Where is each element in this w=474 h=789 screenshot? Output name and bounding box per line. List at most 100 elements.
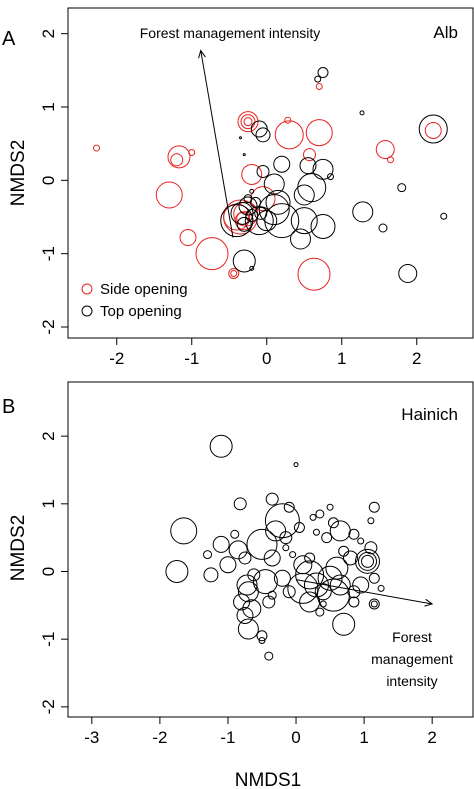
panel-a-point-series-0 bbox=[284, 116, 292, 124]
panel-b-arrowhead bbox=[424, 598, 434, 607]
panel-b-point-series-0 bbox=[273, 569, 291, 587]
panel-b-point-series-0 bbox=[282, 585, 296, 599]
panel-a-point-series-1 bbox=[359, 110, 365, 116]
panel-a-point-series-0 bbox=[93, 144, 100, 152]
panel-a-point-series-0 bbox=[179, 229, 197, 247]
panel-a-point-series-0 bbox=[424, 121, 442, 139]
legend-top-marker bbox=[81, 305, 93, 317]
panel-b-point-series-0 bbox=[264, 503, 300, 539]
panel-a-point-series-0 bbox=[188, 148, 196, 156]
panel-b-point-series-0 bbox=[242, 599, 262, 619]
panel-a-y-tick-label: 2 bbox=[39, 29, 58, 38]
panel-a-x-tick-label: 0 bbox=[262, 349, 271, 368]
legend-top-label: Top opening bbox=[100, 303, 182, 320]
panel-b-site-label: Hainich bbox=[401, 405, 458, 424]
panel-a-point-series-1 bbox=[239, 136, 242, 140]
panel-a-point-series-1 bbox=[249, 265, 255, 271]
panel-b-arrow-label-line3: intensity bbox=[386, 673, 437, 689]
panel-b-point-series-0 bbox=[377, 584, 385, 592]
panel-b-point-series-0 bbox=[315, 509, 325, 519]
panel-b-point-series-0 bbox=[304, 552, 316, 564]
panel-b-point-series-0 bbox=[309, 513, 317, 521]
panel-b-y-tick-label: 0 bbox=[39, 567, 58, 576]
panel-b-point-series-0 bbox=[252, 569, 278, 595]
panel-b-point-series-0 bbox=[282, 544, 290, 552]
panel-a-point-series-0 bbox=[155, 181, 183, 209]
panel-a-arrow bbox=[200, 50, 234, 238]
panel-b-point-series-0 bbox=[368, 501, 380, 513]
panel-b-arrow-label-line1: Forest bbox=[392, 629, 432, 645]
panel-a-point-series-1 bbox=[327, 173, 334, 181]
panel-a-point-series-1 bbox=[264, 203, 300, 239]
panel-b-point-series-0 bbox=[233, 497, 247, 511]
panel-a-point-series-1 bbox=[244, 206, 274, 236]
panel-b-point-series-0 bbox=[262, 595, 276, 609]
panel-b-x-tick-label: -2 bbox=[152, 728, 167, 747]
panel-b-points bbox=[165, 434, 385, 661]
panel-a-letter: A bbox=[2, 28, 16, 50]
panel-a-point-series-1 bbox=[293, 184, 315, 206]
panel-b-point-series-0 bbox=[256, 630, 268, 642]
panel-b-point-series-0 bbox=[265, 520, 287, 542]
panel-b-point-series-0 bbox=[264, 651, 274, 661]
panel-b-point-series-0 bbox=[368, 598, 380, 610]
panel-a-point-series-0 bbox=[230, 269, 238, 277]
panel-a-point-series-1 bbox=[220, 204, 254, 238]
panel-b-point-series-0 bbox=[370, 600, 378, 608]
panel-b-point-series-0 bbox=[342, 550, 358, 566]
panel-a-point-series-0 bbox=[228, 267, 240, 279]
panel-b-y-tick-label: -2 bbox=[39, 699, 58, 714]
panel-b-x-tick-label: 0 bbox=[291, 728, 300, 747]
panel-a-point-series-0 bbox=[303, 148, 316, 162]
panel-b-point-series-0 bbox=[236, 574, 258, 596]
panel-b-arrow-label-line2: management bbox=[371, 651, 453, 667]
panel-a-site-label: Alb bbox=[433, 23, 458, 42]
panel-b-point-series-0 bbox=[315, 607, 325, 617]
panel-a-point-series-0 bbox=[170, 153, 184, 167]
panel-b-x-tick-label: 2 bbox=[427, 728, 436, 747]
panel-a-y-tick-label: 1 bbox=[39, 102, 58, 111]
panel-b-point-series-0 bbox=[357, 537, 365, 545]
panel-b-point-series-0 bbox=[357, 551, 377, 571]
panel-b-point-series-0 bbox=[237, 618, 259, 640]
panel-a-point-series-1 bbox=[418, 114, 448, 144]
panel-b-point-series-0 bbox=[203, 567, 219, 583]
panel-a-point-series-1 bbox=[273, 155, 291, 173]
panel-a-y-ticks: -2 -1 0 1 2 bbox=[39, 29, 68, 335]
panel-b-arrow bbox=[295, 579, 433, 605]
panel-b-point-series-0 bbox=[347, 585, 361, 599]
panel-a-point-series-1 bbox=[242, 153, 246, 157]
panel-a-y-tick-label: -2 bbox=[39, 319, 58, 334]
panel-b-point-series-0 bbox=[203, 550, 213, 560]
panel-b-point-series-0 bbox=[279, 531, 293, 545]
panel-a-point-series-0 bbox=[297, 257, 331, 291]
panel-a-point-series-0 bbox=[243, 117, 253, 127]
panel-b-point-series-0 bbox=[209, 434, 233, 458]
panel-b-point-series-0 bbox=[236, 606, 254, 624]
panel-b-point-series-0 bbox=[258, 637, 266, 645]
panel-a-point-series-1 bbox=[310, 214, 336, 240]
panel-a-arrowhead bbox=[198, 49, 206, 59]
panel-b-x-ticks: -3 -2 -1 0 1 2 bbox=[84, 717, 437, 747]
legend-side-label: Side opening bbox=[100, 281, 188, 298]
panel-a-frame bbox=[67, 7, 474, 339]
panel-b-point-series-0 bbox=[367, 517, 375, 525]
panel-a-point-series-1 bbox=[258, 194, 290, 226]
panel-a-x-tick-label: -1 bbox=[184, 349, 199, 368]
panel-b-point-series-0 bbox=[230, 529, 240, 539]
panel-b-xlabel: NMDS1 bbox=[235, 770, 302, 789]
panel-b-point-series-0 bbox=[325, 556, 349, 580]
panel-a-point-series-0 bbox=[274, 120, 304, 150]
panel-b-x-tick-label: -3 bbox=[84, 728, 99, 747]
panel-b-point-series-0 bbox=[348, 596, 360, 608]
panel-a-points bbox=[93, 67, 448, 291]
panel-a-point-series-1 bbox=[256, 210, 278, 232]
panel-a-point-series-1 bbox=[236, 216, 252, 232]
panel-a-point-series-0 bbox=[240, 114, 256, 130]
legend: Side opening Top opening bbox=[81, 281, 188, 320]
panel-b-x-tick-label: -1 bbox=[220, 728, 235, 747]
panel-a-point-series-1 bbox=[314, 75, 322, 83]
panel-a-point-series-1 bbox=[255, 127, 271, 143]
panel-b-point-series-0 bbox=[289, 551, 297, 559]
